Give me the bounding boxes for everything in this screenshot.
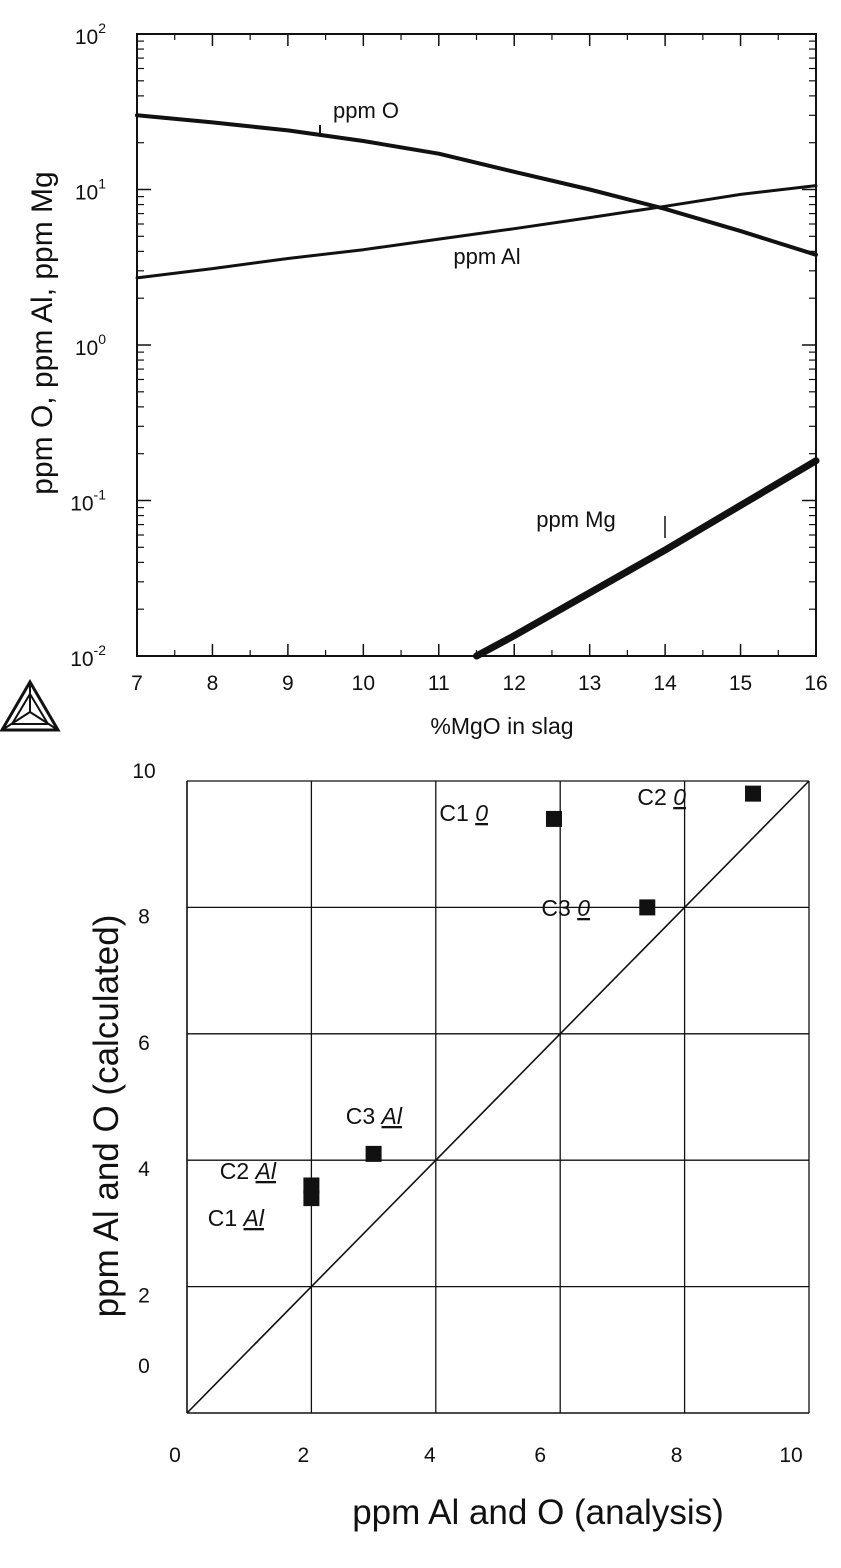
- series-label-ppm-o: ppm O: [333, 98, 399, 123]
- point-label-c2-0: C2 0: [637, 784, 686, 810]
- point-label-c1-0: C1 0: [439, 800, 488, 826]
- bottom-grid: [187, 780, 810, 1413]
- x-tick-label: 2: [298, 1444, 310, 1467]
- y-tick-label: 10-1: [70, 487, 106, 516]
- x-tick-label: 10: [352, 672, 375, 695]
- y-tick-label: 0: [138, 1355, 150, 1378]
- top-chart: 7 8 9 10 11 12 13 14 15 16 10-2 10-1 100 101 102 ppm …: [26, 20, 828, 739]
- point-label-c3-0: C3 0: [541, 895, 590, 921]
- y-tick-label: 8: [138, 905, 150, 928]
- series-line-ppm-o: [135, 113, 818, 257]
- top-minor-ticks: [137, 34, 816, 656]
- bottom-y-axis-label: ppm Al and O (calculated): [87, 915, 126, 1318]
- x-tick-label: 9: [282, 672, 294, 695]
- x-tick-label: 8: [207, 672, 219, 695]
- x-tick-label: 6: [534, 1444, 546, 1467]
- top-y-ticks: 10-2 10-1 100 101 102: [70, 20, 816, 671]
- y-tick-label: 10-2: [70, 642, 106, 671]
- data-point-c2-al: [303, 1177, 320, 1194]
- y-tick-label: 100: [75, 331, 106, 360]
- data-point-c1-al: [303, 1190, 320, 1207]
- series-line-ppm-mg: [473, 457, 820, 660]
- x-tick-label: 7: [131, 672, 143, 695]
- bottom-x-ticks: 0 2 4 6 8 10: [169, 1444, 803, 1467]
- series-label-ppm-mg: ppm Mg: [536, 507, 615, 532]
- x-tick-label: 0: [169, 1444, 181, 1467]
- bottom-x-axis-label: ppm Al and O (analysis): [352, 1493, 724, 1532]
- y-tick-label: 101: [75, 176, 106, 205]
- top-y-axis-label: ppm O, ppm Al, ppm Mg: [26, 171, 59, 494]
- x-tick-label: 8: [671, 1444, 683, 1467]
- y-tick-label: 6: [138, 1032, 150, 1055]
- x-tick-label: 16: [804, 672, 827, 695]
- bottom-point-labels: C1 0 C2 0 C3 0 C3 Al C2 Al C1 Al: [208, 784, 686, 1231]
- data-point-c3-al: [365, 1145, 382, 1162]
- series-label-ppm-al: ppm Al: [453, 244, 520, 269]
- top-plot-frame: [136, 33, 817, 657]
- y-tick-label: 4: [138, 1158, 150, 1181]
- series-line-ppm-al: [135, 184, 818, 280]
- x-tick-label: 15: [729, 672, 752, 695]
- identity-reference-line: [186, 780, 810, 1414]
- x-tick-label: 4: [424, 1444, 436, 1467]
- x-tick-label: 14: [653, 672, 677, 695]
- top-series-labels: ppm O ppm Al ppm Mg: [333, 98, 616, 532]
- point-label-c1-al: C1 Al: [208, 1205, 265, 1231]
- bottom-points: [303, 785, 762, 1207]
- point-label-c3-al: C3 Al: [346, 1103, 403, 1129]
- data-point-c2-0: [745, 785, 762, 802]
- data-point-c3-0: [639, 899, 656, 916]
- x-tick-label: 11: [428, 672, 450, 695]
- top-x-ticks: 7 8 9 10 11 12 13 14 15 16: [131, 34, 828, 695]
- y-tick-label: 2: [138, 1285, 150, 1308]
- bottom-y-ticks: 0 2 4 6 8 10: [132, 760, 155, 1378]
- data-point-c1-0: [545, 810, 562, 827]
- top-series: [135, 113, 820, 660]
- y-tick-label: 102: [75, 20, 106, 49]
- point-label-c2-al: C2 Al: [220, 1158, 277, 1184]
- y-tick-label: 10: [132, 760, 155, 783]
- x-tick-label: 12: [503, 672, 526, 695]
- x-tick-label: 10: [779, 1444, 802, 1467]
- top-x-axis-label: %MgO in slag: [430, 713, 573, 739]
- x-tick-label: 13: [578, 672, 601, 695]
- thermo-calc-triangle-logo: [0, 679, 61, 732]
